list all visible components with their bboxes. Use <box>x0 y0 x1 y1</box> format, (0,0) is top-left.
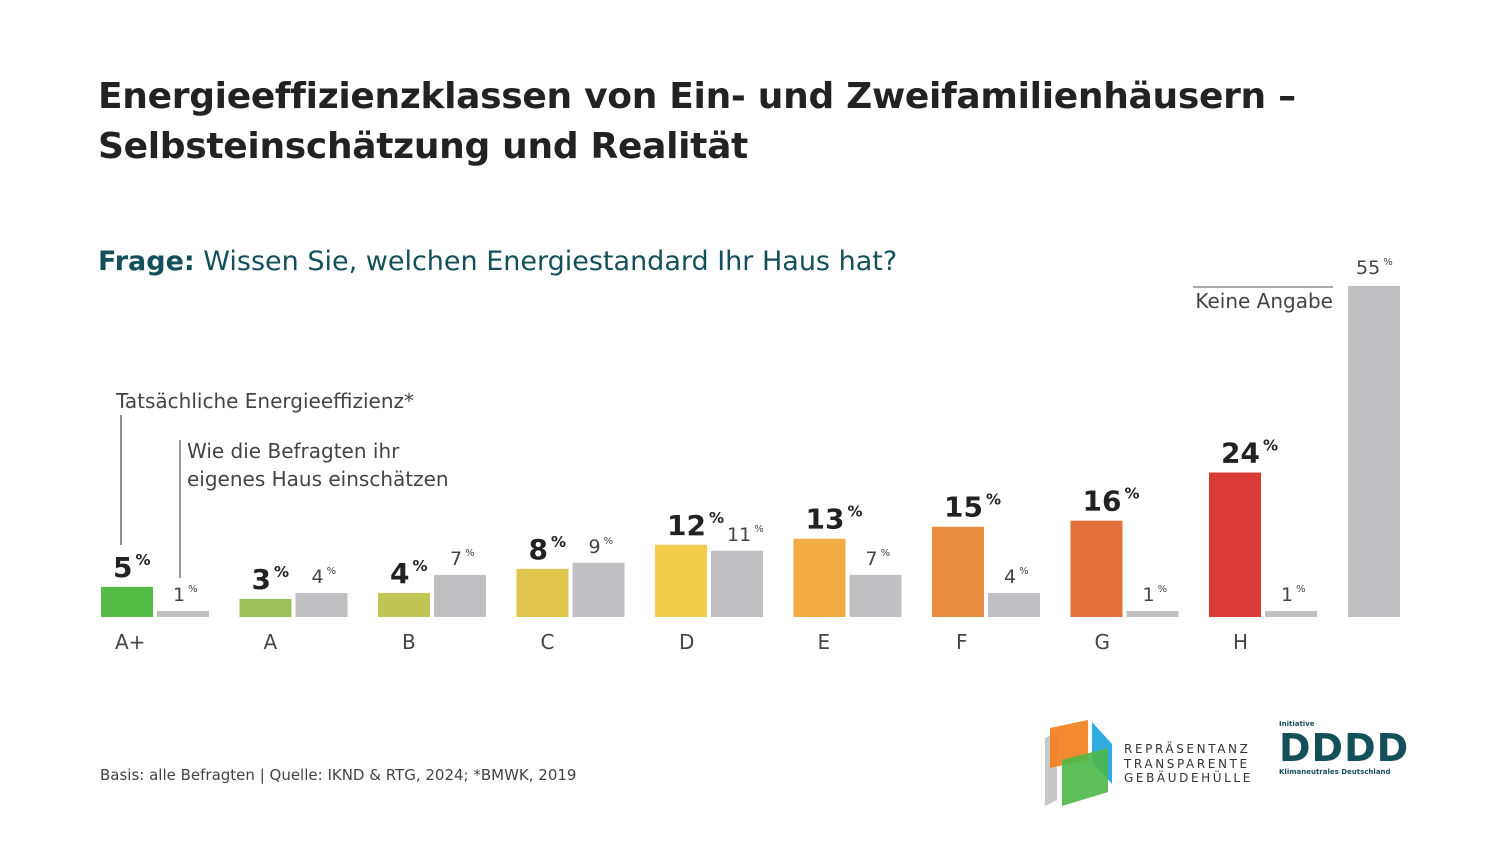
question: Frage: Wissen Sie, welchen Energiestanda… <box>98 246 897 277</box>
bar-actual <box>932 526 984 617</box>
category-label: H <box>1233 630 1248 654</box>
bar-actual <box>101 586 153 617</box>
no-answer-label: Keine Angabe <box>1195 289 1333 313</box>
title-line-1: Energieeffizienzklassen von Ein- und Zwe… <box>98 76 1296 117</box>
bar-actual <box>516 568 569 617</box>
bar-self-assessed <box>849 574 902 617</box>
data-label: 3% <box>252 563 290 596</box>
bar-self-assessed <box>1126 610 1179 617</box>
bar-actual <box>793 538 846 617</box>
category-label: F <box>956 630 968 654</box>
iknd-small: Initiative <box>1279 720 1315 728</box>
data-label: 11% <box>727 524 764 546</box>
category-label: E <box>818 630 831 654</box>
rtg-line-1: REPRÄSENTANZ <box>1124 742 1251 756</box>
bar-self-assessed <box>711 550 763 617</box>
source-footer: Basis: alle Befragten | Quelle: IKND & R… <box>100 766 577 784</box>
category-label: A+ <box>115 630 145 654</box>
bar-self-assessed <box>572 562 625 617</box>
iknd-logo: Initiative DDDD Klimaneutrales Deutschla… <box>1279 720 1409 776</box>
bar-actual <box>1209 472 1261 617</box>
data-label: 7% <box>866 548 891 570</box>
data-label: 8% <box>529 533 567 566</box>
iknd-mark: DDDD <box>1279 726 1410 770</box>
rtg-logo-text: REPRÄSENTANZ TRANSPARENTE GEBÄUDEHÜLLE <box>1124 742 1253 786</box>
bar-actual <box>1070 520 1123 617</box>
title-line-2: Selbsteinschätzung und Realität <box>98 126 748 167</box>
data-label: 7% <box>450 548 475 570</box>
question-text: Wissen Sie, welchen Energiestandard Ihr … <box>194 246 898 277</box>
data-label: 5% <box>113 551 151 584</box>
category-label: C <box>541 630 555 654</box>
data-label: 16% <box>1083 485 1140 518</box>
legend-actual: Tatsächliche Energieeffizienz* <box>115 389 414 413</box>
data-label: 4% <box>390 557 428 590</box>
bar-self-assessed <box>157 610 209 617</box>
bar-self-assessed <box>295 592 348 617</box>
bar-actual <box>239 598 292 617</box>
rtg-line-2: TRANSPARENTE <box>1124 756 1250 771</box>
data-label: 1% <box>173 584 198 606</box>
data-label: 4% <box>312 566 337 588</box>
bar-no-answer <box>1348 285 1400 617</box>
bar-actual <box>378 592 430 617</box>
category-label: G <box>1095 630 1111 654</box>
iknd-sub: Klimaneutrales Deutschland <box>1279 768 1391 776</box>
bar-self-assessed <box>434 574 486 617</box>
data-label: 4% <box>1004 566 1029 588</box>
category-label: D <box>679 630 694 654</box>
rtg-line-3: GEBÄUDEHÜLLE <box>1124 771 1253 785</box>
data-label: 12% <box>667 509 724 542</box>
legend-self-line1: Wie die Befragten ihr <box>187 439 400 463</box>
category-label: A <box>264 630 278 654</box>
legend-self-line2: eigenes Haus einschätzen <box>187 467 449 491</box>
category-label: B <box>402 630 416 654</box>
data-label: 1% <box>1281 584 1306 606</box>
bar-self-assessed <box>988 592 1040 617</box>
data-label: 1% <box>1143 584 1168 606</box>
question-label: Frage: <box>98 246 195 277</box>
data-label: 13% <box>806 503 863 536</box>
bar-self-assessed <box>1265 610 1317 617</box>
data-label: 55% <box>1356 257 1393 279</box>
data-label: 15% <box>944 491 1001 524</box>
data-label: 24% <box>1221 437 1278 470</box>
bar-actual <box>655 544 707 617</box>
data-label: 9% <box>589 536 614 558</box>
chart-title: Energieeffizienzklassen von Ein- und Zwe… <box>98 72 1296 172</box>
